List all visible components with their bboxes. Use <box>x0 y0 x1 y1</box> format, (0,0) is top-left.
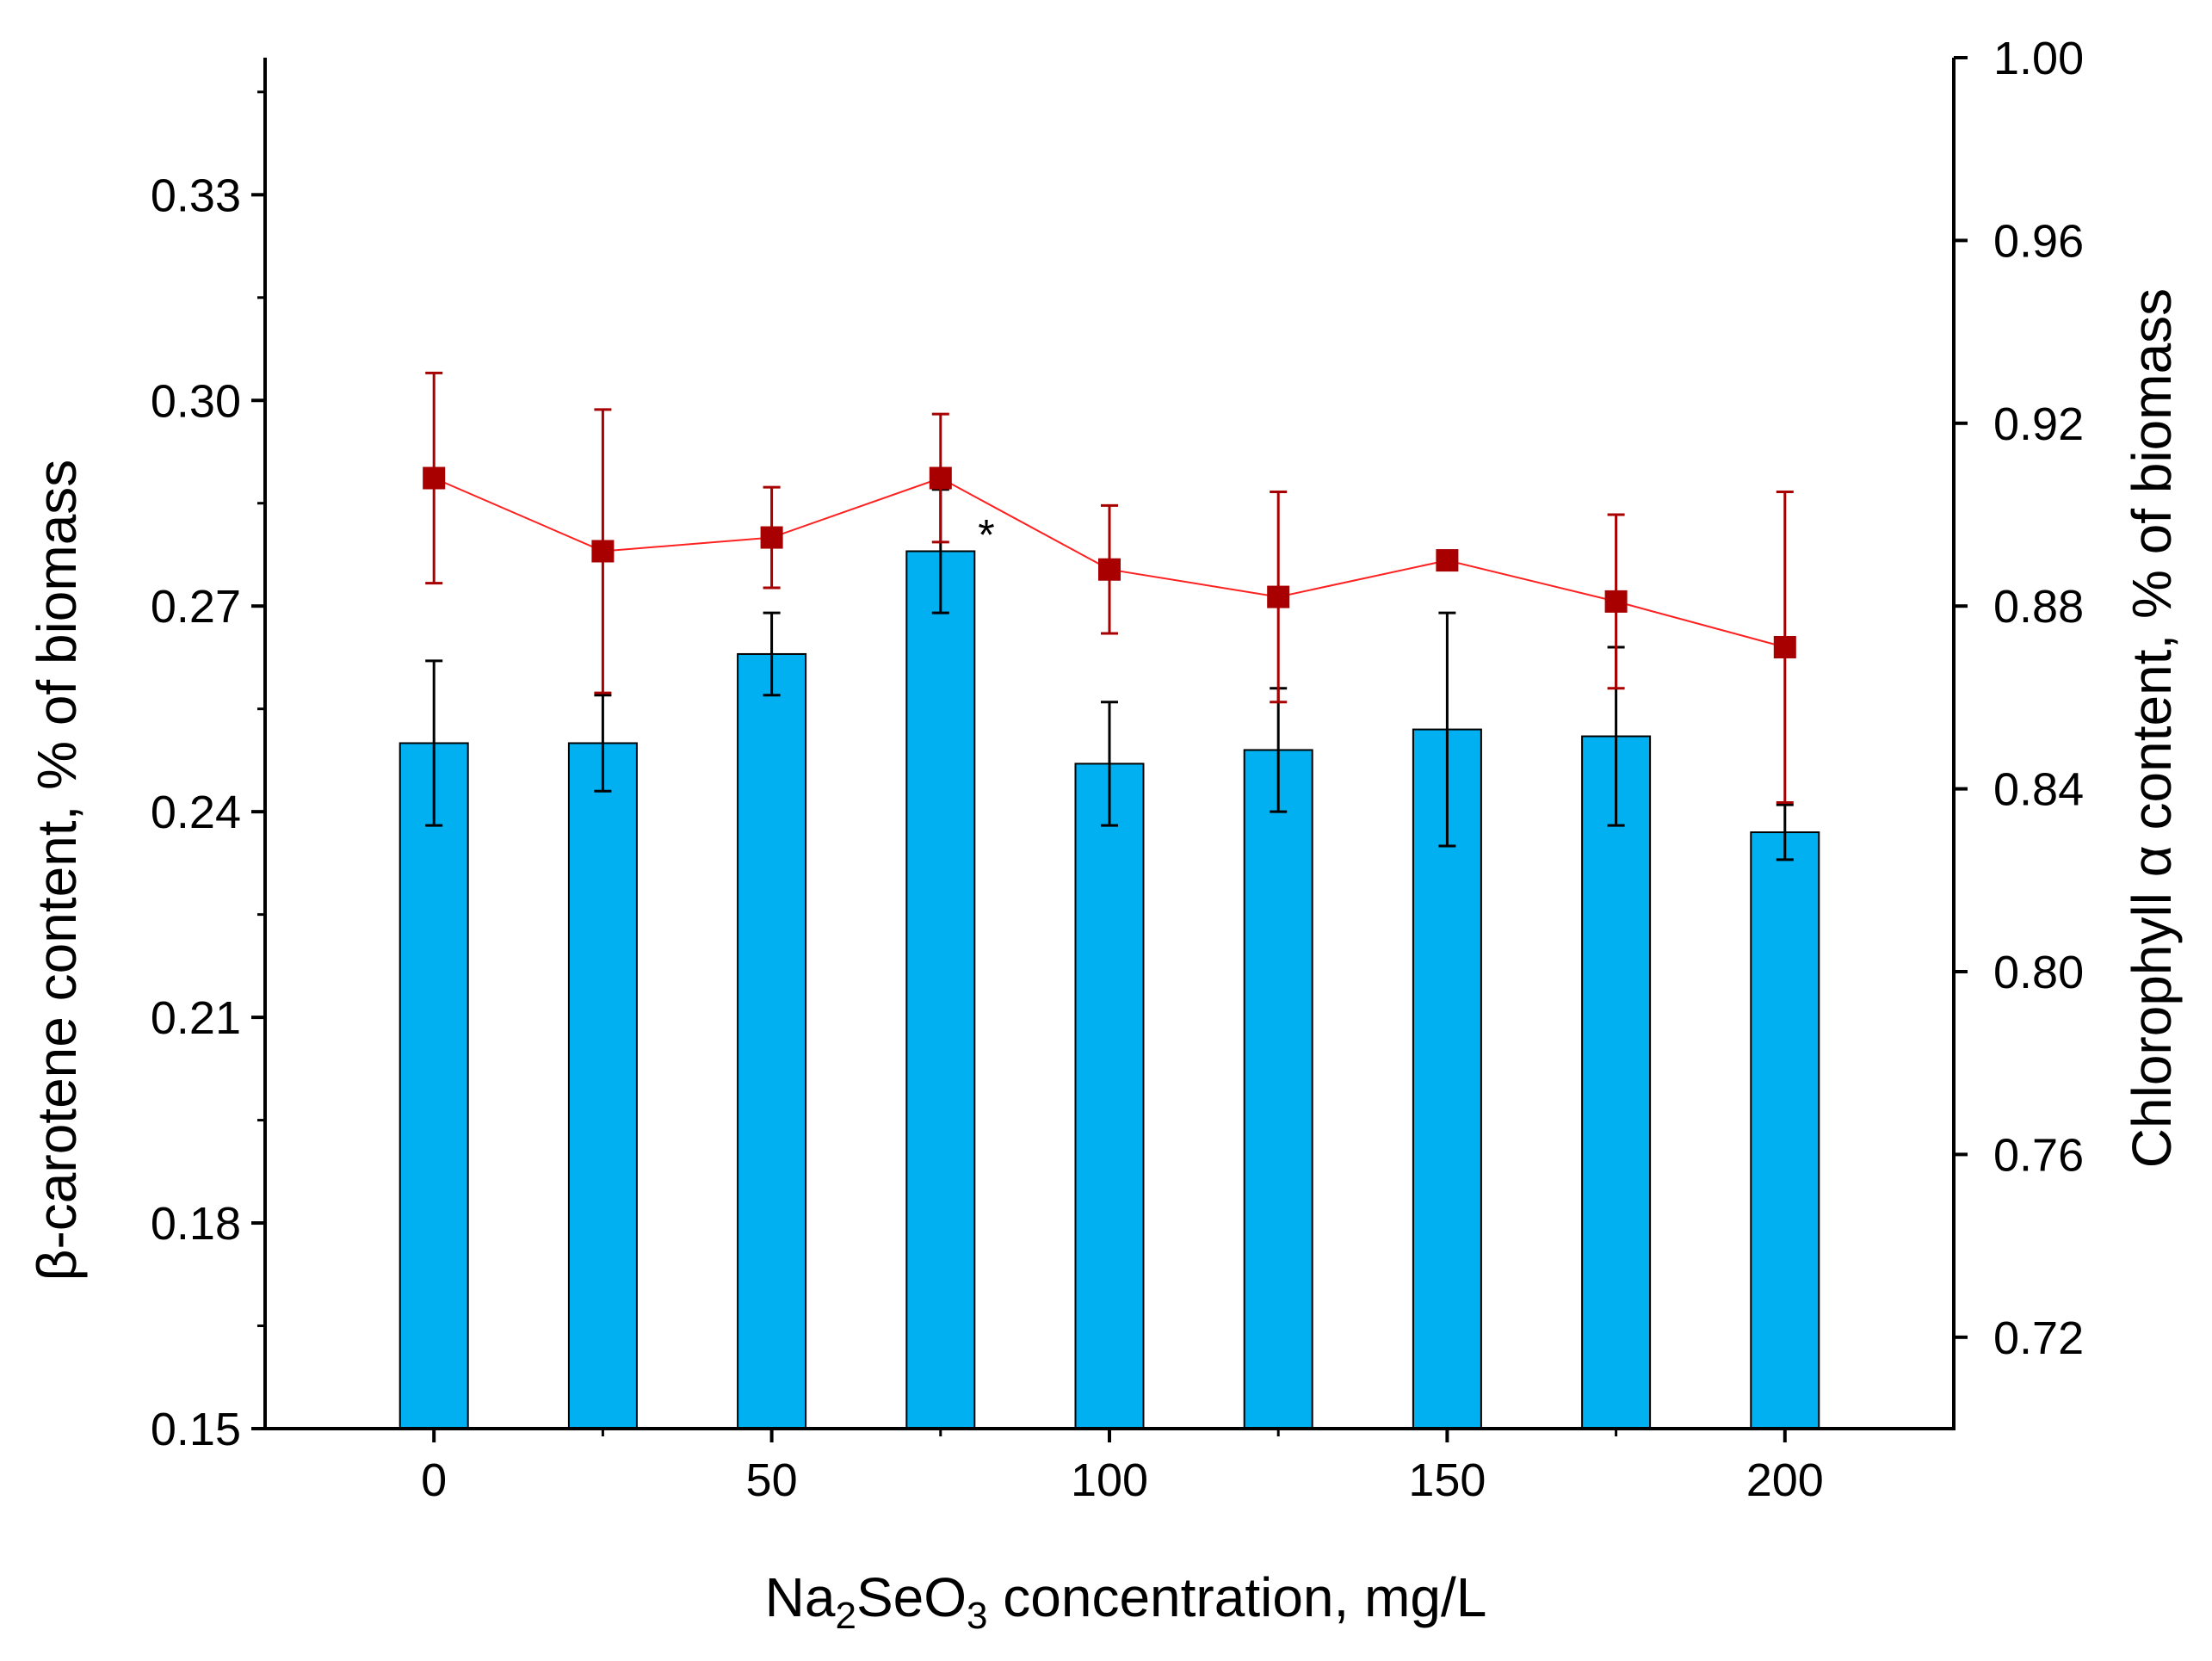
bar-75 <box>905 550 976 1429</box>
chlorophyll-point-150 <box>1436 549 1459 572</box>
x-tick-label: 0 <box>421 1454 447 1506</box>
y-left-tick-label: 0.21 <box>151 992 241 1044</box>
line-layer <box>423 371 1796 805</box>
y-right-tick-label: 0.76 <box>1993 1129 2084 1181</box>
x-tick-label: 100 <box>1071 1454 1148 1506</box>
x-tick-label: 200 <box>1746 1454 1824 1506</box>
y-left-tick-label: 0.24 <box>151 787 241 838</box>
y-right-tick-label: 0.88 <box>1993 581 2084 633</box>
x-tick-label: 50 <box>746 1454 798 1506</box>
chlorophyll-point-175 <box>1604 590 1628 613</box>
y-left-axis-title: β-carotene content, % of biomass <box>26 460 88 1281</box>
bars-layer <box>399 550 1820 1429</box>
y-right-tick-label: 0.72 <box>1993 1312 2084 1364</box>
chlorophyll-point-25 <box>591 540 615 563</box>
bar-50 <box>737 652 807 1429</box>
bar-25 <box>567 742 638 1429</box>
x-axis-title: Na2SeO3 concentration, mg/L <box>765 1566 1487 1637</box>
bar-100 <box>1074 763 1145 1429</box>
bar-0 <box>399 742 469 1429</box>
chlorophyll-point-100 <box>1098 558 1121 581</box>
y-right-tick-label: 0.80 <box>1993 947 2084 998</box>
tick-labels-layer: * 0.15 0.18 0.21 0.24 0.27 0.30 0.33 0.72 0.76 0.8… <box>151 33 2084 1506</box>
y-left-tick-label: 0.27 <box>151 581 241 633</box>
significance-asterisk: * <box>978 510 994 559</box>
y-right-tick-label: 1.00 <box>1993 33 2084 84</box>
chlorophyll-point-50 <box>760 526 783 549</box>
y-right-tick-label: 0.84 <box>1993 764 2084 816</box>
y-left-tick-label: 0.33 <box>151 170 241 221</box>
y-left-tick-label: 0.30 <box>151 375 241 427</box>
chlorophyll-point-0 <box>423 466 446 490</box>
y-left-tick-label: 0.15 <box>151 1404 241 1455</box>
bar-200 <box>1750 831 1820 1429</box>
y-right-axis-title: Chlorophyll α content, % of biomass <box>2121 288 2183 1168</box>
bar-125 <box>1243 749 1313 1429</box>
chlorophyll-point-75 <box>929 466 952 490</box>
y-left-tick-label: 0.18 <box>151 1198 241 1250</box>
y-right-tick-label: 0.92 <box>1993 398 2084 450</box>
axes-layer <box>251 56 1968 1442</box>
chlorophyll-point-200 <box>1773 635 1796 658</box>
chlorophyll-point-125 <box>1267 585 1290 608</box>
y-right-tick-label: 0.96 <box>1993 215 2084 267</box>
bar-175 <box>1581 735 1652 1429</box>
x-tick-label: 150 <box>1408 1454 1486 1506</box>
